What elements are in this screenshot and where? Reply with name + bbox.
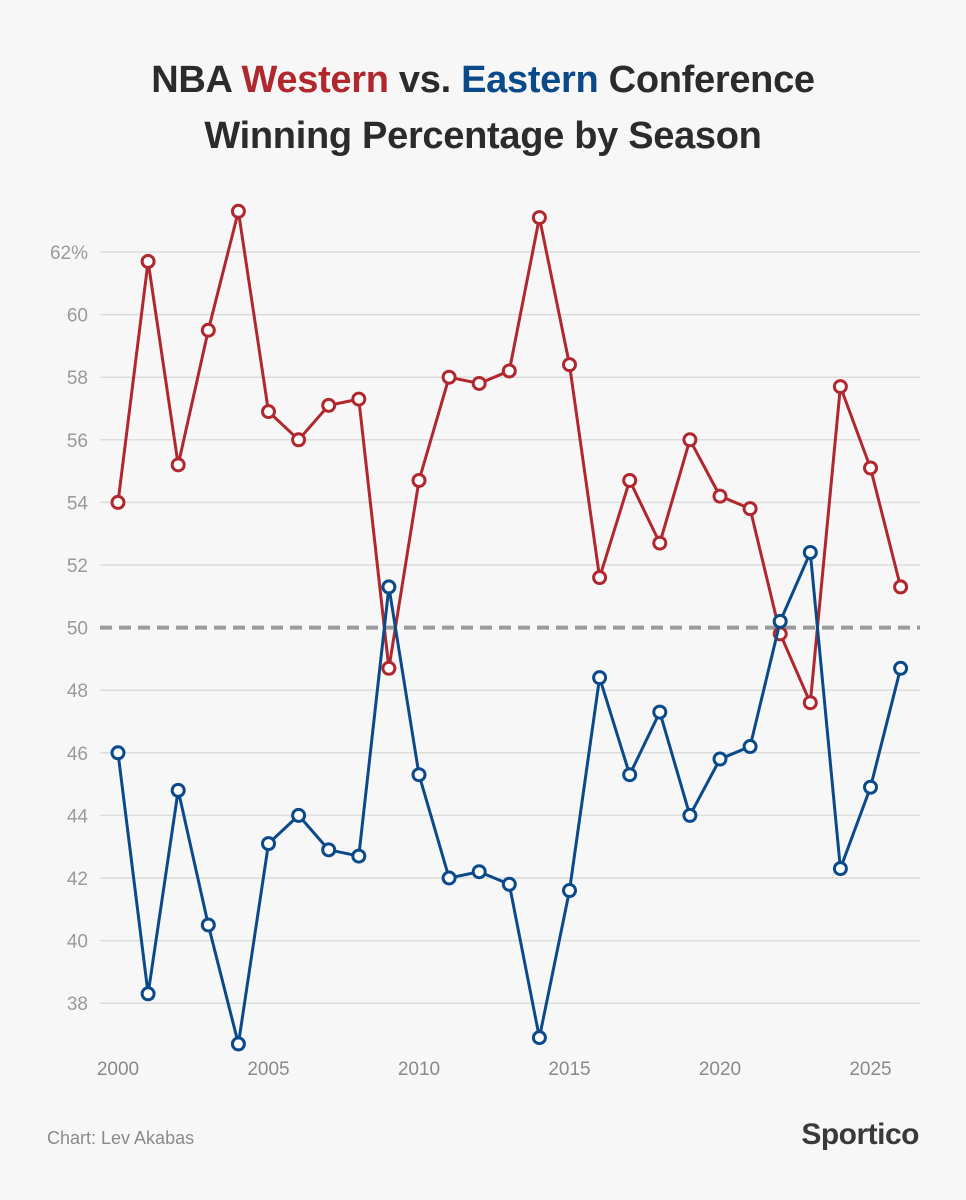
data-point-western-2019 (682, 432, 698, 448)
y-tick-label: 52 (67, 556, 88, 577)
data-point-eastern-2025 (863, 779, 878, 795)
x-tick-label: 2005 (247, 1059, 289, 1080)
x-axis-ticks: 2000 2005 2010 2015 2020 2025 (97, 1059, 892, 1080)
data-point-eastern-2022 (772, 613, 788, 629)
data-point-eastern-2001 (140, 986, 156, 1002)
data-point-eastern-2008 (351, 848, 367, 864)
sportico-logo: Sportico (801, 1118, 919, 1151)
data-point-western-2018 (652, 535, 668, 551)
y-tick-label: 62% (50, 243, 88, 264)
data-point-eastern-2017 (622, 767, 638, 783)
data-point-eastern-2003 (200, 917, 216, 933)
chart-title-line-1: NBA Western vs. Eastern Conference (0, 52, 966, 108)
x-tick-label: 2000 (97, 1059, 139, 1080)
data-point-eastern-2005 (261, 836, 276, 852)
data-point-western-2013 (501, 363, 517, 379)
data-point-eastern-2004 (230, 1036, 246, 1052)
chart-credit: Chart: Lev Akabas (47, 1128, 195, 1148)
y-tick-label: 58 (67, 368, 88, 389)
y-tick-label: 54 (67, 493, 89, 514)
title-part-nba: NBA (151, 59, 242, 101)
series-eastern (110, 544, 909, 1052)
data-point-western-2010 (411, 472, 427, 488)
chart-title: NBA Western vs. Eastern Conference Winni… (0, 52, 966, 164)
data-point-western-2014 (531, 210, 547, 226)
x-tick-label: 2025 (849, 1059, 891, 1080)
data-point-eastern-2019 (682, 807, 698, 823)
data-point-western-2021 (742, 501, 758, 517)
data-point-eastern-2009 (381, 579, 397, 595)
y-tick-label: 50 (67, 619, 88, 640)
title-part-vs: vs. (388, 59, 462, 101)
data-point-eastern-2018 (652, 704, 668, 720)
data-point-eastern-2021 (742, 739, 758, 755)
data-point-eastern-2015 (562, 883, 577, 899)
data-point-western-2012 (471, 375, 487, 391)
y-tick-label: 44 (67, 806, 89, 827)
y-tick-label: 48 (67, 681, 88, 702)
data-point-western-2003 (200, 322, 216, 338)
data-point-western-2006 (291, 432, 307, 448)
data-point-eastern-2016 (592, 670, 608, 686)
data-point-western-2020 (712, 488, 728, 504)
data-point-western-2015 (562, 357, 577, 373)
data-point-western-2011 (441, 369, 457, 385)
data-point-western-2026 (893, 579, 909, 595)
data-point-western-2002 (170, 457, 186, 473)
y-tick-label: 40 (67, 932, 88, 953)
data-point-eastern-2013 (501, 876, 517, 892)
data-point-eastern-2010 (411, 767, 427, 783)
data-point-western-2009 (381, 660, 397, 676)
data-point-eastern-2007 (321, 842, 337, 858)
gridlines (100, 251, 920, 1004)
data-point-eastern-2000 (110, 745, 126, 761)
data-point-western-2024 (832, 379, 848, 395)
title-part-western: Western (241, 59, 389, 101)
data-point-western-2025 (863, 460, 878, 476)
data-point-eastern-2014 (531, 1030, 547, 1046)
y-tick-label: 42 (67, 869, 88, 890)
data-point-eastern-2002 (170, 782, 186, 798)
data-point-eastern-2023 (802, 544, 818, 560)
data-point-eastern-2024 (832, 861, 848, 877)
data-point-eastern-2012 (471, 864, 487, 880)
y-tick-label: 38 (67, 994, 88, 1015)
data-point-western-2017 (622, 472, 638, 488)
data-point-eastern-2026 (893, 660, 909, 676)
data-point-western-2016 (592, 570, 608, 586)
data-point-western-2023 (802, 695, 818, 711)
x-tick-label: 2020 (699, 1059, 741, 1080)
data-point-western-2008 (351, 391, 367, 407)
data-point-eastern-2011 (441, 870, 457, 886)
data-point-eastern-2006 (291, 807, 307, 823)
data-point-western-2007 (321, 397, 337, 413)
x-tick-label: 2015 (548, 1059, 590, 1080)
title-part-eastern: Eastern (461, 59, 599, 101)
data-point-western-2004 (230, 203, 246, 219)
chart-title-line-2: Winning Percentage by Season (204, 115, 762, 157)
x-tick-label: 2010 (398, 1059, 440, 1080)
title-part-conference: Conference (598, 59, 815, 101)
y-axis-ticks: 38 40 42 44 46 48 50 52 54 56 58 60 62% (50, 243, 88, 1015)
data-point-western-2005 (261, 404, 276, 420)
series-western (110, 203, 909, 711)
y-tick-label: 60 (67, 306, 88, 327)
y-tick-label: 46 (67, 744, 88, 765)
data-point-eastern-2020 (712, 751, 728, 767)
series-group (110, 203, 909, 1052)
y-tick-label: 56 (67, 431, 88, 452)
data-point-western-2000 (110, 494, 126, 510)
data-point-western-2001 (140, 253, 156, 269)
